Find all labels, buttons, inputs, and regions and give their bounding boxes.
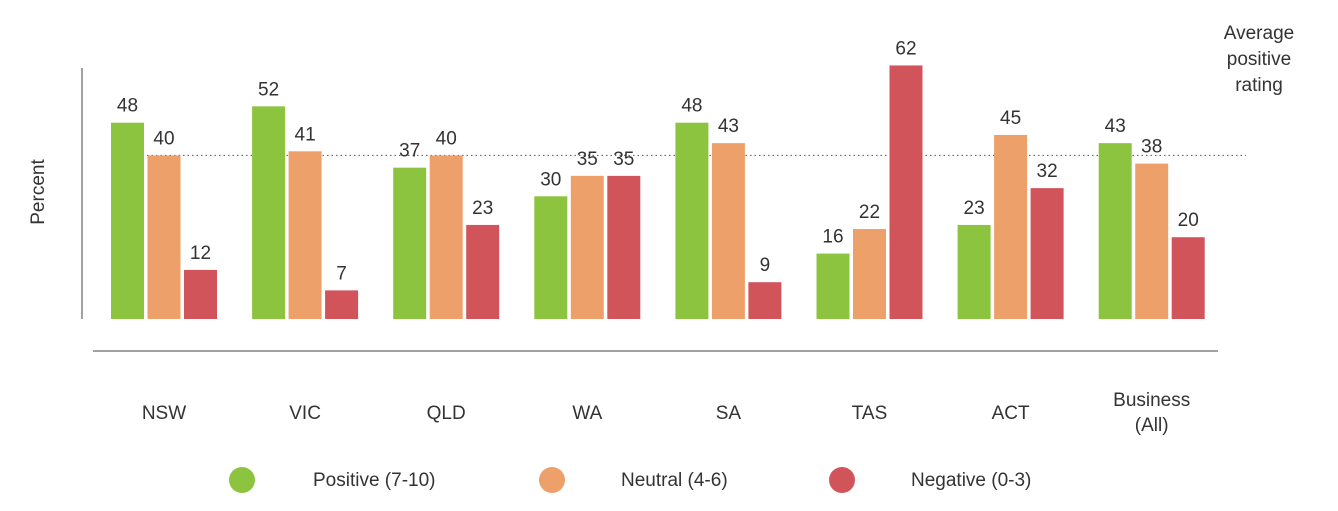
reference-line-label: Average positive rating <box>1224 23 1294 96</box>
value-label: 62 <box>895 38 916 59</box>
category-label: VIC <box>289 403 321 424</box>
value-label: 43 <box>718 116 739 137</box>
value-label: 48 <box>681 96 702 117</box>
value-label: 40 <box>436 128 457 149</box>
value-label: 12 <box>190 243 211 264</box>
bar <box>675 122 709 319</box>
bar <box>889 65 923 320</box>
category-label: NSW <box>142 403 186 424</box>
value-label: 30 <box>540 169 561 190</box>
value-label: 23 <box>964 198 985 219</box>
bar <box>570 175 604 319</box>
value-label: 35 <box>577 149 598 170</box>
legend-swatch <box>539 467 565 493</box>
bar <box>393 167 427 319</box>
value-label: 22 <box>859 202 880 223</box>
category-label: ACT <box>992 403 1030 424</box>
bar <box>288 151 322 319</box>
legend-swatch <box>229 467 255 493</box>
bar <box>252 106 286 319</box>
category-label: QLD <box>427 403 466 424</box>
category-label: WA <box>572 403 602 424</box>
bar <box>711 143 745 319</box>
value-label: 40 <box>153 128 174 149</box>
bar <box>607 175 641 319</box>
bar <box>1171 237 1205 319</box>
legend-label: Neutral (4-6) <box>621 470 728 491</box>
bar <box>957 224 991 319</box>
value-label: 37 <box>399 141 420 162</box>
bar <box>1030 188 1064 319</box>
value-label: 45 <box>1000 108 1021 129</box>
category-label: SA <box>716 403 742 424</box>
value-label: 35 <box>613 149 634 170</box>
category-label: TAS <box>852 403 888 424</box>
value-label: 41 <box>295 124 316 145</box>
category-label: Business (All) <box>1113 390 1190 436</box>
y-axis-title: Percent <box>28 159 49 225</box>
bars <box>111 65 1205 320</box>
value-label: 23 <box>472 198 493 219</box>
legend: Positive (7-10) Neutral (4-6) Negative (0-… <box>229 467 1031 493</box>
bar <box>1098 143 1132 319</box>
bar <box>111 122 144 319</box>
legend-label: Positive (7-10) <box>313 470 436 491</box>
bar <box>429 155 463 319</box>
legend-label: Negative (0-3) <box>911 470 1031 491</box>
value-label: 43 <box>1105 116 1126 137</box>
value-label: 16 <box>822 227 843 248</box>
value-label: 9 <box>760 255 771 276</box>
bar <box>147 155 181 319</box>
bar <box>534 196 568 319</box>
bar <box>853 229 886 319</box>
value-label: 38 <box>1141 137 1162 158</box>
value-label: 20 <box>1178 210 1199 231</box>
bar <box>1135 163 1169 319</box>
bar <box>466 224 500 319</box>
bar <box>816 253 850 319</box>
bar <box>184 269 217 319</box>
bar <box>748 282 782 319</box>
legend-swatch <box>829 467 855 493</box>
value-label: 48 <box>117 96 138 117</box>
value-labels: 48 52 37 30 48 16 23 43 40 41 40 35 43 22 45 38 12 7 23 35 9… <box>117 38 1199 284</box>
value-label: 7 <box>336 263 347 284</box>
value-label: 52 <box>258 79 279 100</box>
bar <box>994 134 1028 319</box>
x-axis-labels: NSW VIC QLD WA SA TAS ACT Business (All) <box>142 390 1190 436</box>
bar <box>325 290 359 319</box>
value-label: 32 <box>1037 161 1058 182</box>
